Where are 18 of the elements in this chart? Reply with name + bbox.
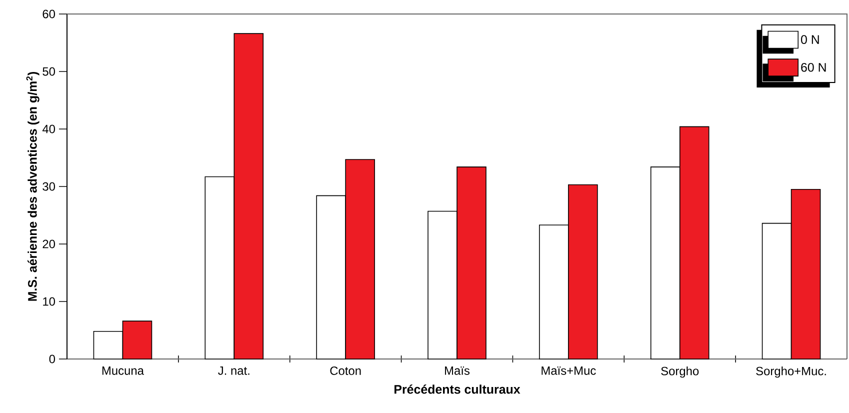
x-axis-title: Précédents culturaux	[394, 384, 520, 394]
x-tick-label: Maïs+Muc	[542, 366, 596, 375]
y-tick-label: 40	[42, 124, 56, 134]
x-tick-label: J. nat.	[218, 366, 250, 375]
x-tick-label: Sorgho+Muc.	[756, 366, 826, 378]
y-tick-label: 50	[42, 67, 56, 76]
x-tick-label: Mucuna	[102, 366, 144, 375]
y-axis-title: M.S. aérienne des adventices (en g/m$^{2}$)	[26, 72, 40, 301]
x-tick-label: Maïs	[445, 366, 470, 375]
y-tick-label: 20	[42, 240, 56, 248]
y-tick-label: 30	[42, 182, 56, 191]
x-tick-label: Sorgho	[661, 366, 699, 378]
y-tick-label: 10	[43, 297, 56, 306]
x-tick-label: Coton	[330, 366, 361, 375]
y-tick-label: 0	[49, 354, 56, 364]
legend-label: 0 N	[800, 35, 819, 44]
y-tick-label: 60	[42, 10, 56, 18]
legend-label: 60 N	[801, 62, 826, 72]
